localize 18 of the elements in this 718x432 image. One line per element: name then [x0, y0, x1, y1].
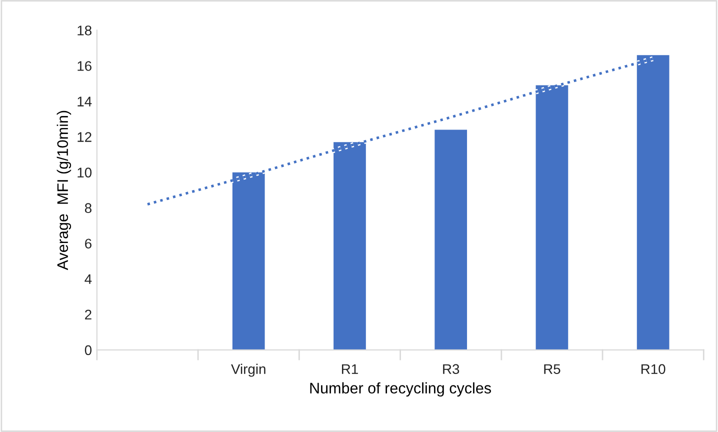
bar [434, 130, 468, 350]
x-axis-title: Number of recycling cycles [310, 382, 492, 397]
x-tick-label: R5 [544, 364, 560, 374]
y-tick-label: 6 [85, 238, 92, 249]
y-tick-label: 14 [78, 96, 92, 106]
y-axis-title: Average MFI (g/10min) [56, 110, 72, 270]
y-tick-label: 12 [78, 132, 92, 142]
y-tick-label: 10 [78, 168, 92, 178]
x-tick-label: Virgin [231, 364, 266, 377]
x-tick-label: R10 [641, 364, 666, 374]
x-tick-label: R3 [443, 364, 460, 374]
y-tick-label: 0 [84, 345, 92, 356]
y-tick-label: 2 [85, 310, 92, 320]
x-tick-label: R1 [342, 364, 358, 374]
y-tick-label: 8 [84, 203, 92, 214]
y-tick-label: 4 [84, 274, 92, 284]
y-tick-label: 18 [78, 26, 92, 36]
y-tick-label: 16 [78, 61, 92, 71]
